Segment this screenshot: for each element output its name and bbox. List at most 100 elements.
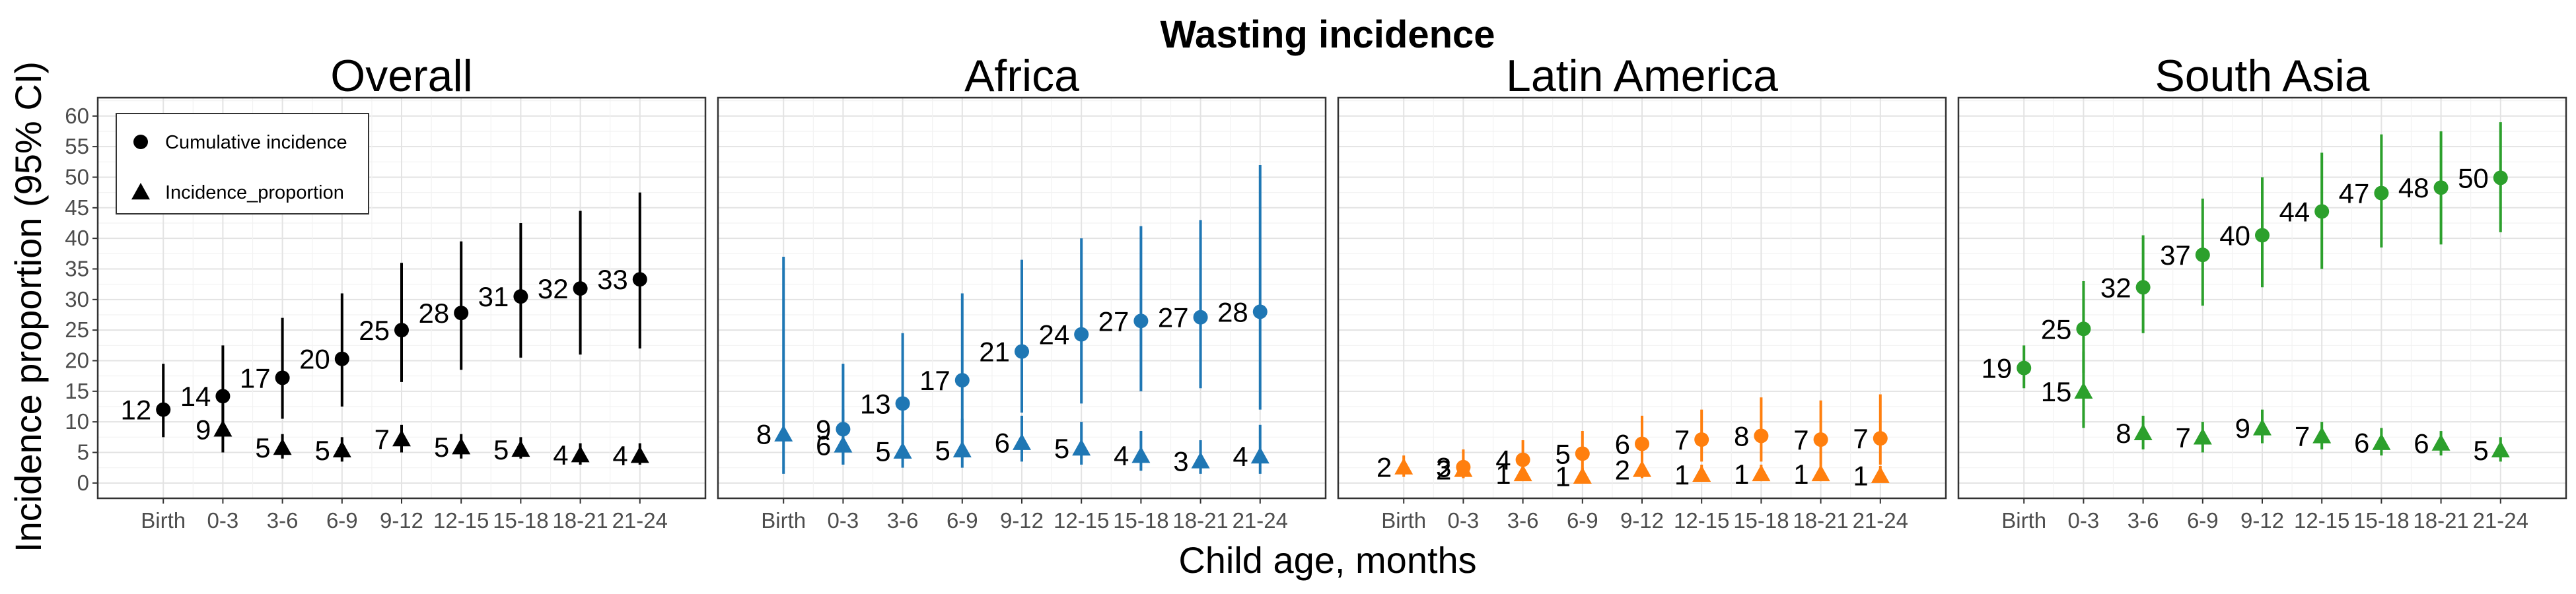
facet-south-asia: South Asia Birth 0-3 3-6 6-9 9-12 12-15 15-18 18… xyxy=(1957,51,2567,533)
x-tick-label: Birth xyxy=(761,508,806,533)
x-tick-label: 15-18 xyxy=(1113,508,1168,533)
x-tick-label: 0-3 xyxy=(828,508,859,533)
incidence-proportion-point xyxy=(2431,434,2451,451)
incidence-data-label: 4 xyxy=(553,440,568,471)
incidence-proportion-point xyxy=(1573,467,1592,484)
incidence-data-label: 5 xyxy=(434,432,449,463)
chart-title: Wasting incidence xyxy=(1160,13,1495,56)
incidence-proportion-point xyxy=(2193,428,2212,445)
x-tick-label: 15-18 xyxy=(2353,508,2409,533)
incidence-data-label: 2 xyxy=(1615,454,1630,485)
incidence-data-label: 2 xyxy=(1436,454,1451,485)
incidence-proportion-point xyxy=(1394,457,1413,475)
x-tick-label: 12-15 xyxy=(433,508,489,533)
cumulative-data-label: 47 xyxy=(2339,178,2370,209)
x-tick-label: 12-15 xyxy=(2294,508,2349,533)
cumulative-data-label: 32 xyxy=(2100,272,2131,303)
cumulative-data-label: 24 xyxy=(1038,319,1069,350)
cumulative-incidence-point xyxy=(1635,436,1649,451)
cumulative-incidence-point xyxy=(2076,321,2091,337)
y-tick-label: 5 xyxy=(77,440,89,464)
incidence-proportion-point xyxy=(392,430,411,447)
incidence-data-label: 5 xyxy=(314,435,330,466)
cumulative-data-label: 21 xyxy=(979,337,1010,368)
cumulative-incidence-point xyxy=(2433,180,2449,195)
x-tick-label: 0-3 xyxy=(2068,508,2100,533)
incidence-data-label: 6 xyxy=(2354,428,2369,459)
cumulative-incidence-point xyxy=(1813,432,1828,447)
cumulative-incidence-point xyxy=(156,402,171,417)
facet-title: South Asia xyxy=(2155,51,2369,101)
incidence-data-label: 4 xyxy=(612,440,627,471)
cumulative-incidence-point xyxy=(2195,248,2210,263)
cumulative-incidence-point xyxy=(895,396,910,411)
y-tick-label: 30 xyxy=(65,287,89,312)
x-tick-label: 15-18 xyxy=(1733,508,1789,533)
incidence-data-label: 3 xyxy=(1173,446,1188,477)
cumulative-incidence-point xyxy=(2374,185,2389,201)
incidence-proportion-point xyxy=(1072,439,1091,456)
y-tick-label: 35 xyxy=(65,256,89,280)
cumulative-data-label: 31 xyxy=(478,281,509,312)
incidence-data-label: 5 xyxy=(1054,433,1069,464)
x-tick-label: 18-21 xyxy=(552,508,608,533)
x-tick-label: 6-9 xyxy=(1567,508,1598,533)
cumulative-incidence-point xyxy=(1252,304,1268,319)
cumulative-data-label: 48 xyxy=(2398,172,2429,203)
cumulative-data-label: 17 xyxy=(919,365,950,396)
cumulative-data-label: 20 xyxy=(299,344,330,375)
cumulative-data-label: 6 xyxy=(1615,429,1630,460)
cumulative-incidence-point xyxy=(1133,314,1149,329)
incidence-proportion-point xyxy=(332,440,351,457)
incidence-data-label: 7 xyxy=(2295,420,2310,451)
incidence-data-label: 6 xyxy=(816,430,831,461)
incidence-proportion-point xyxy=(2253,418,2272,436)
incidence-data-label: 5 xyxy=(875,436,890,467)
y-tick-label: 50 xyxy=(65,164,89,189)
x-tick-label: 3-6 xyxy=(267,508,299,533)
x-tick-label: 3-6 xyxy=(2128,508,2159,533)
incidence-proportion-point xyxy=(2491,440,2510,457)
incidence-data-label: 15 xyxy=(2041,376,2072,407)
incidence-data-label: 8 xyxy=(2116,418,2131,449)
cumulative-incidence-point xyxy=(1754,428,1769,444)
x-tick-label: 0-3 xyxy=(1448,508,1480,533)
incidence-proportion-point xyxy=(2133,423,2153,441)
incidence-data-label: 4 xyxy=(1233,441,1248,472)
legend-triangle-icon xyxy=(131,183,150,200)
cumulative-incidence-point xyxy=(1515,452,1530,467)
x-tick-label: 21-24 xyxy=(1233,508,1288,533)
facet-title: Latin America xyxy=(1506,51,1778,101)
x-tick-label: 21-24 xyxy=(612,508,668,533)
cumulative-incidence-point xyxy=(836,422,851,437)
cumulative-data-label: 7 xyxy=(1793,424,1808,455)
facet-title: Overall xyxy=(330,51,472,101)
cumulative-data-label: 27 xyxy=(1158,302,1189,333)
cumulative-data-label: 9 xyxy=(816,414,831,445)
incidence-data-label: 4 xyxy=(1114,440,1129,471)
incidence-proportion-point xyxy=(1131,446,1151,463)
cumulative-data-label: 14 xyxy=(180,381,211,412)
cumulative-incidence-point xyxy=(275,370,290,385)
cumulative-data-label: 28 xyxy=(1217,296,1248,327)
incidence-proportion-point xyxy=(2074,381,2093,399)
incidence-data-label: 1 xyxy=(1734,459,1749,490)
cumulative-data-label: 5 xyxy=(1555,438,1570,469)
cumulative-incidence-point xyxy=(2493,170,2508,185)
x-tick-label: Birth xyxy=(1381,508,1426,533)
x-tick-label: 18-21 xyxy=(1793,508,1848,533)
incidence-proportion-point xyxy=(1633,460,1651,477)
x-tick-label: 3-6 xyxy=(1507,508,1539,533)
incidence-proportion-point xyxy=(511,440,530,457)
cumulative-data-label: 4 xyxy=(1495,445,1511,476)
cumulative-incidence-point xyxy=(513,289,528,304)
legend-box xyxy=(116,113,369,214)
y-tick-label: 0 xyxy=(77,471,89,495)
incidence-proportion-point xyxy=(774,424,793,442)
incidence-data-label: 5 xyxy=(2473,435,2488,466)
cumulative-data-label: 25 xyxy=(359,315,390,346)
y-tick-label: 55 xyxy=(65,134,89,158)
x-tick-label: 21-24 xyxy=(1853,508,1908,533)
y-axis-title: Incidence proportion (95% CI) xyxy=(7,61,49,552)
